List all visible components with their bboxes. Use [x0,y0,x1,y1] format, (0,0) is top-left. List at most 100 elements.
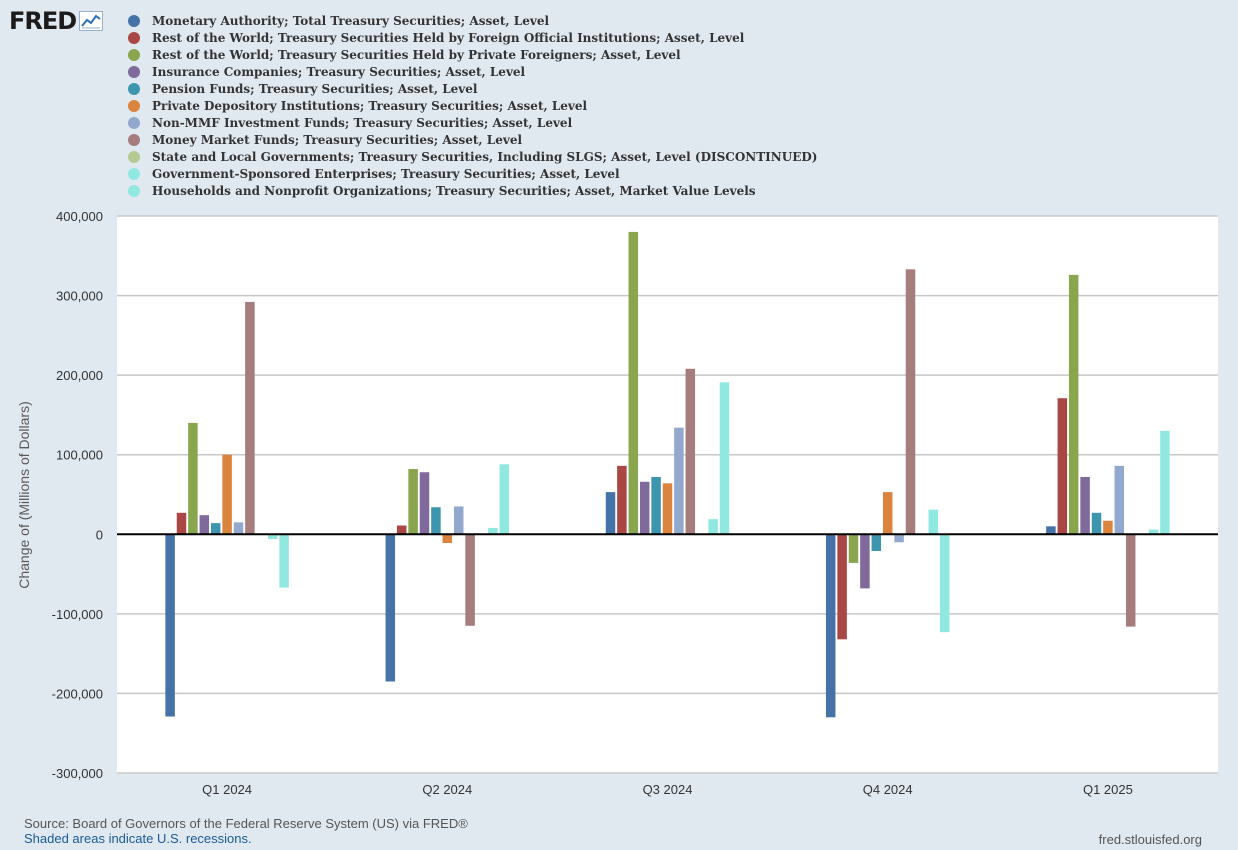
legend-item[interactable]: State and Local Governments; Treasury Se… [128,148,817,165]
fred-logo[interactable]: FRED [9,7,104,35]
bar[interactable] [396,525,407,535]
bar[interactable] [279,534,289,588]
bar[interactable] [176,512,187,535]
bar[interactable] [708,519,718,535]
bar[interactable] [894,534,904,543]
bar[interactable] [685,368,696,535]
legend-marker [128,167,140,180]
bar[interactable] [453,506,464,535]
y-tick-label: 300,000 [56,289,103,304]
legend-item[interactable]: Pension Funds; Treasury Securities; Asse… [128,80,817,97]
bar[interactable] [837,534,847,640]
bar[interactable] [651,476,661,535]
legend-marker [128,133,140,146]
bar[interactable] [1103,520,1113,535]
bar[interactable] [639,481,650,535]
legend-label: Money Market Funds; Treasury Securities;… [152,132,523,147]
legend-item[interactable]: Rest of the World; Treasury Securities H… [128,46,817,63]
legend-marker [128,116,140,129]
legend-item[interactable]: Monetary Authority; Total Treasury Secur… [128,12,817,29]
bar[interactable] [825,534,836,718]
x-tick-label: Q1 2025 [1083,782,1133,797]
bars [165,231,1170,718]
bar[interactable] [1148,529,1159,535]
x-tick-label: Q2 2024 [422,782,472,797]
legend-label: Rest of the World; Treasury Securities H… [152,47,681,62]
y-tick-label: 0 [96,527,103,542]
bar[interactable] [1114,465,1125,535]
bar[interactable] [860,534,870,589]
bar[interactable] [674,427,684,535]
legend-label: Non-MMF Investment Funds; Treasury Secur… [152,115,573,130]
legend-marker [128,184,140,197]
y-tick-label: -100,000 [52,607,103,622]
x-tick-labels: Q1 2024 Q2 2024 Q3 2024 Q4 2024 Q1 2025 [202,782,1133,797]
legend-marker [128,82,140,95]
y-tick-labels: -300,000 -200,000 -100,000 0 100,000 200,000 3… [52,209,103,781]
bar[interactable] [628,231,639,535]
bar[interactable] [188,422,198,535]
legend-marker [128,99,140,112]
line-chart-icon [79,11,104,31]
bar[interactable] [871,534,882,551]
bar[interactable] [939,534,950,633]
bar[interactable] [165,534,175,717]
recessions-link[interactable]: Shaded areas indicate U.S. recessions. [24,831,252,846]
y-tick-label: 400,000 [56,209,103,224]
logo-text: FRED [9,7,77,35]
x-tick-label: Q4 2024 [863,782,913,797]
bar[interactable] [605,492,616,535]
bar[interactable] [1091,512,1102,535]
legend-label: Private Depository Institutions; Treasur… [152,98,588,113]
legend-item[interactable]: Households and Nonprofit Organizations; … [128,182,817,199]
site-url[interactable]: fred.stlouisfed.org [1098,832,1202,847]
bar[interactable] [419,472,430,535]
y-tick-label: -300,000 [52,766,103,781]
y-tick-label: 100,000 [56,448,103,463]
bar[interactable] [848,534,859,563]
bar[interactable] [499,464,510,535]
bar[interactable] [488,527,498,535]
bar[interactable] [233,522,244,535]
bar[interactable] [245,301,255,535]
bar[interactable] [1160,430,1170,535]
legend-item[interactable]: Government-Sponsored Enterprises; Treasu… [128,165,817,182]
legend-label: Households and Nonprofit Organizations; … [152,183,756,198]
bar[interactable] [1068,274,1079,535]
bar[interactable] [905,269,916,535]
bar[interactable] [408,469,418,535]
legend-item[interactable]: Money Market Funds; Treasury Securities;… [128,131,817,148]
bar[interactable] [267,534,278,540]
legend-item[interactable]: Non-MMF Investment Funds; Treasury Secur… [128,114,817,131]
legend-item[interactable]: Private Depository Institutions; Treasur… [128,97,817,114]
legend-label: State and Local Governments; Treasury Se… [152,149,818,164]
bar[interactable] [1046,526,1056,535]
bar[interactable] [210,523,221,535]
legend-item[interactable]: Insurance Companies; Treasury Securities… [128,63,817,80]
y-tick-label: 200,000 [56,368,103,383]
source-text: Source: Board of Governors of the Federa… [24,816,468,831]
bar[interactable] [662,483,673,535]
legend-marker [128,31,140,44]
bar[interactable] [719,382,730,535]
legend-item[interactable]: Rest of the World; Treasury Securities H… [128,29,817,46]
bar[interactable] [1080,476,1090,535]
bar[interactable] [617,465,627,535]
bar[interactable] [1057,398,1068,535]
bar[interactable] [222,454,232,535]
legend-label: Insurance Companies; Treasury Securities… [152,64,526,79]
legend-label: Monetary Authority; Total Treasury Secur… [152,13,550,28]
legend-label: Rest of the World; Treasury Securities H… [152,30,745,45]
bar[interactable] [882,492,893,535]
bar[interactable] [431,507,441,535]
bar[interactable] [385,534,396,682]
bar[interactable] [1125,534,1136,627]
x-tick-label: Q1 2024 [202,782,252,797]
bar[interactable] [465,534,475,626]
legend-marker [128,48,140,61]
x-tick-label: Q3 2024 [643,782,693,797]
bar[interactable] [442,534,453,544]
bar[interactable] [199,515,210,535]
bar[interactable] [928,509,939,535]
